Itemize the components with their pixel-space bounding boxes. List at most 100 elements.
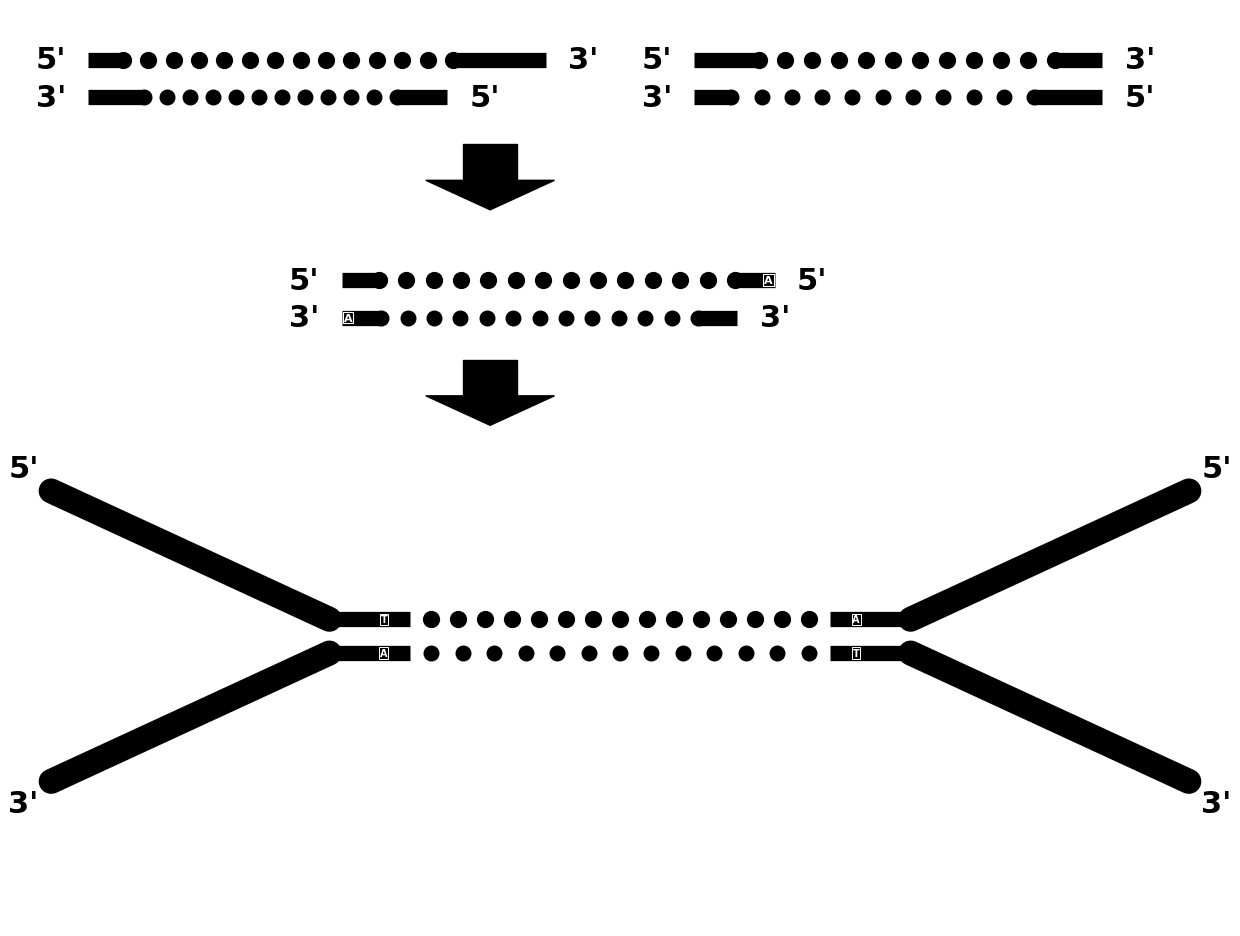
Text: 5': 5'	[36, 47, 66, 75]
Point	[249, 91, 269, 106]
Point	[641, 646, 661, 661]
Point	[1018, 53, 1038, 68]
Point	[226, 91, 246, 106]
Point	[367, 53, 387, 68]
Point	[903, 91, 923, 106]
Point	[722, 91, 742, 106]
Point	[341, 91, 361, 106]
Point	[673, 646, 693, 661]
Point	[365, 91, 384, 106]
Point	[556, 311, 575, 326]
Point	[775, 53, 795, 68]
Point	[443, 53, 463, 68]
Point	[771, 612, 791, 627]
Point	[475, 612, 495, 627]
Point	[479, 273, 498, 288]
Point	[418, 53, 438, 68]
Point	[164, 53, 184, 68]
Point	[290, 53, 310, 68]
Point	[842, 91, 862, 106]
Point	[503, 311, 523, 326]
Point	[802, 53, 822, 68]
Point	[453, 646, 472, 661]
Text: 3': 3'	[1125, 47, 1154, 75]
Text: T: T	[853, 649, 859, 658]
Point	[873, 91, 893, 106]
Text: A: A	[343, 314, 352, 323]
Point	[422, 612, 441, 627]
Text: 5': 5'	[1202, 455, 1231, 484]
Point	[372, 311, 392, 326]
Point	[782, 91, 802, 106]
Point	[370, 273, 389, 288]
Point	[883, 53, 903, 68]
Point	[768, 646, 787, 661]
Point	[691, 612, 711, 627]
Polygon shape	[463, 145, 517, 182]
Point	[745, 612, 765, 627]
Point	[180, 91, 200, 106]
Text: A: A	[764, 276, 773, 285]
Point	[937, 53, 957, 68]
Point	[516, 646, 536, 661]
Text: 3': 3'	[36, 84, 66, 112]
Point	[190, 53, 210, 68]
Point	[506, 273, 526, 288]
Point	[610, 612, 630, 627]
Point	[635, 311, 655, 326]
Point	[560, 273, 580, 288]
Point	[450, 311, 470, 326]
Point	[265, 53, 285, 68]
Point	[485, 646, 505, 661]
Point	[203, 91, 223, 106]
Text: 3': 3'	[641, 84, 672, 112]
Point	[449, 612, 469, 627]
Point	[812, 91, 832, 106]
Point	[992, 53, 1012, 68]
Polygon shape	[425, 182, 554, 211]
Text: A: A	[379, 649, 388, 658]
Point	[751, 91, 771, 106]
Point	[799, 646, 818, 661]
Point	[215, 53, 234, 68]
Point	[725, 273, 745, 288]
Text: 5': 5'	[641, 47, 672, 75]
Point	[749, 53, 769, 68]
Point	[663, 612, 683, 627]
Point	[698, 273, 718, 288]
Point	[397, 273, 417, 288]
Point	[688, 311, 708, 326]
Point	[398, 311, 418, 326]
Point	[735, 646, 755, 661]
Point	[451, 273, 471, 288]
Point	[387, 91, 407, 106]
Polygon shape	[463, 360, 517, 397]
Point	[704, 646, 724, 661]
Text: 5': 5'	[1125, 84, 1154, 112]
Point	[424, 311, 444, 326]
Point	[799, 612, 818, 627]
Point	[529, 612, 549, 627]
Text: T: T	[381, 615, 387, 624]
Point	[113, 53, 133, 68]
Text: A: A	[852, 615, 861, 624]
Point	[273, 91, 293, 106]
Text: 3': 3'	[1202, 789, 1231, 818]
Point	[857, 53, 877, 68]
Point	[1045, 53, 1065, 68]
Text: 5': 5'	[9, 455, 38, 484]
Text: 3': 3'	[289, 304, 320, 332]
Point	[579, 646, 599, 661]
Text: 3': 3'	[9, 789, 38, 818]
Point	[1024, 91, 1044, 106]
Text: 3': 3'	[760, 304, 790, 332]
Point	[994, 91, 1014, 106]
Point	[671, 273, 691, 288]
Point	[583, 311, 603, 326]
Point	[502, 612, 522, 627]
Point	[588, 273, 608, 288]
Point	[637, 612, 657, 627]
Point	[934, 91, 954, 106]
Point	[609, 311, 629, 326]
Point	[830, 53, 849, 68]
